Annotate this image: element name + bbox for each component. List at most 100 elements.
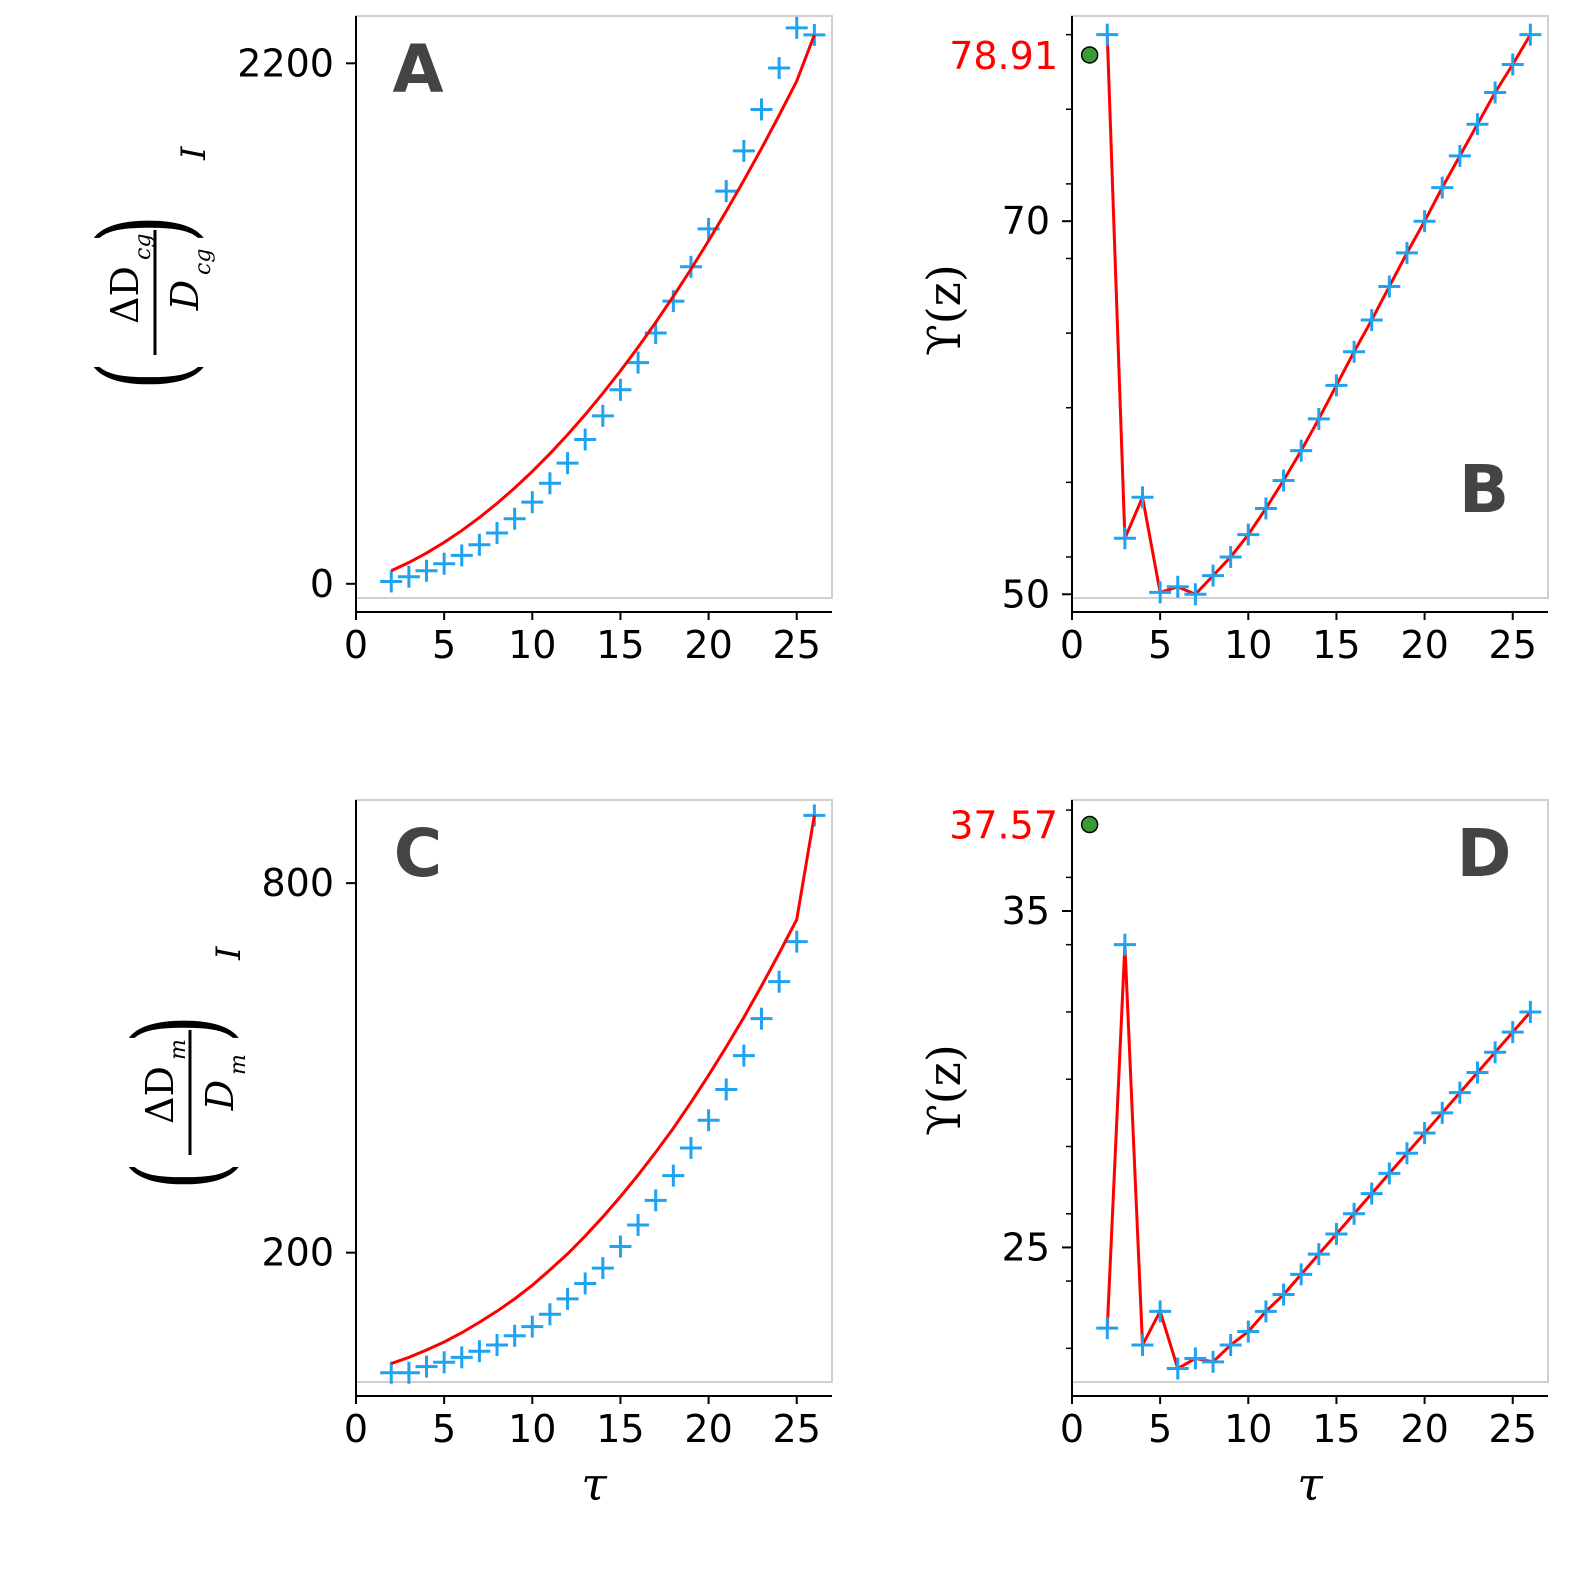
data-marker [1131, 486, 1154, 509]
data-marker [1519, 23, 1542, 46]
data-marker [521, 491, 544, 514]
x-tick-label: 20 [1400, 623, 1448, 667]
data-marker [450, 544, 473, 567]
data-marker [627, 1213, 650, 1236]
data-marker [1113, 933, 1136, 956]
y-tick-label: 200 [261, 1231, 334, 1275]
data-marker [1149, 581, 1172, 604]
data-marker [1395, 241, 1418, 264]
data-marker [1254, 497, 1277, 520]
x-tick-label: 0 [1060, 623, 1084, 667]
data-marker [1431, 176, 1454, 199]
x-tick-label: 15 [596, 1407, 644, 1451]
data-marker [750, 98, 773, 121]
data-marker [1202, 564, 1225, 587]
data-marker [538, 472, 561, 495]
svg-text:ΔD: ΔD [103, 266, 147, 324]
data-marker [715, 1078, 738, 1101]
y-tick-label: 70 [1002, 199, 1050, 243]
data-marker [574, 1272, 597, 1295]
data-marker [1272, 1283, 1295, 1306]
x-tick-label: 25 [1489, 623, 1537, 667]
ylabel-c-den-sub: m [226, 1054, 251, 1075]
x-tick-label: 5 [1148, 1407, 1172, 1451]
data-marker [1519, 1000, 1542, 1023]
data-marker [556, 452, 579, 475]
special-point [1080, 815, 1099, 834]
data-marker [697, 1109, 720, 1132]
data-marker [1166, 575, 1189, 598]
data-marker [574, 428, 597, 451]
data-marker [1184, 1347, 1207, 1370]
data-marker [1431, 1101, 1454, 1124]
data-marker [1149, 1300, 1172, 1323]
data-marker [662, 1164, 685, 1187]
x-tick-label: 25 [1489, 1407, 1537, 1451]
ylabel-a-outer-sub: I [174, 146, 214, 161]
data-marker [1219, 1333, 1242, 1356]
data-marker [679, 1136, 702, 1159]
y-tick-label: 50 [1002, 572, 1050, 616]
x-tick-label: 25 [773, 1407, 821, 1451]
special-point-label: 78.91 [949, 34, 1058, 78]
data-marker [1272, 469, 1295, 492]
ylabel-a-den: D [163, 280, 207, 311]
data-marker [785, 16, 808, 39]
ylabel-c-outer-sub: I [209, 946, 249, 961]
data-marker [1290, 1263, 1313, 1286]
x-tick-label: 5 [1148, 623, 1172, 667]
data-marker [1219, 545, 1242, 568]
data-marker [486, 1334, 509, 1357]
data-marker [1395, 1142, 1418, 1165]
special-point-label: 37.57 [949, 804, 1058, 848]
data-marker [1307, 407, 1330, 430]
svg-text:(: ( [75, 362, 214, 390]
data-marker [486, 521, 509, 544]
data-marker [1360, 309, 1383, 332]
ylabel-c-den: D [198, 1080, 242, 1111]
xlabel-panel-d: τ [1297, 1457, 1324, 1511]
data-marker [1466, 1061, 1489, 1084]
panel-a: 0 5 10 15 20 25 0 2200 A [237, 15, 833, 667]
data-marker [732, 139, 755, 162]
x-tick-label: 20 [684, 1407, 732, 1451]
data-marker [521, 1315, 544, 1338]
data-marker [1166, 1357, 1189, 1380]
data-marker [1202, 1350, 1225, 1373]
data-marker [1360, 1182, 1383, 1205]
data-marker [591, 1257, 614, 1280]
data-marker [503, 1324, 526, 1347]
data-marker [1254, 1300, 1277, 1323]
x-tick-label: 20 [684, 623, 732, 667]
data-marker [1501, 1021, 1524, 1044]
data-marker [468, 1340, 491, 1363]
data-marker [768, 970, 791, 993]
data-marker [785, 930, 808, 953]
panel-letter: A [392, 31, 443, 108]
data-marker [1413, 1122, 1436, 1145]
ylabel-c-num-sub: m [166, 1039, 191, 1060]
ylabel-a-den-sub: cg [191, 249, 216, 275]
x-tick-label: 10 [1224, 1407, 1272, 1451]
x-tick-label: 0 [1060, 1407, 1084, 1451]
data-marker [1343, 340, 1366, 363]
data-marker [1325, 1222, 1348, 1245]
x-tick-label: 10 [1224, 623, 1272, 667]
panel-d: 0 5 10 15 20 25 25 35 37.57 D [949, 799, 1549, 1451]
data-marker [591, 404, 614, 427]
svg-text:(: ( [110, 1162, 249, 1190]
data-marker [450, 1346, 473, 1369]
data-marker [1448, 1081, 1471, 1104]
series-line [1105, 944, 1532, 1371]
ylabel-panel-c: ( ΔD m D m ) I [110, 946, 251, 1190]
panel-letter: B [1459, 451, 1509, 528]
data-marker [1184, 583, 1207, 606]
data-marker [1307, 1243, 1330, 1266]
panel-letter: C [394, 815, 442, 892]
x-tick-label: 15 [1312, 1407, 1360, 1451]
data-marker [1131, 1333, 1154, 1356]
data-marker [556, 1287, 579, 1310]
x-tick-label: 0 [344, 1407, 368, 1451]
svg-text:): ) [110, 1015, 249, 1043]
panel-letter: D [1457, 815, 1512, 892]
